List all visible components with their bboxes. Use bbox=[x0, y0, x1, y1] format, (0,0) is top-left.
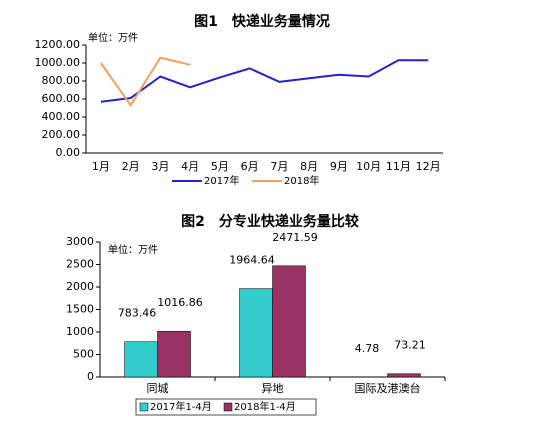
x-tick-label: 6月 bbox=[241, 160, 259, 173]
x-tick-label: 8月 bbox=[300, 160, 318, 173]
legend-swatch bbox=[140, 403, 148, 411]
bar bbox=[273, 266, 306, 377]
y-tick-label: 600.00 bbox=[42, 92, 81, 105]
value-label: 783.46 bbox=[118, 307, 157, 320]
x-tick-label: 同城 bbox=[147, 382, 169, 395]
value-label: 2471.59 bbox=[272, 231, 318, 244]
legend-label: 2017年 bbox=[204, 174, 239, 187]
y-tick-label: 1000.00 bbox=[35, 56, 81, 69]
value-label: 1016.86 bbox=[157, 296, 203, 309]
bar bbox=[388, 374, 421, 377]
x-tick-label: 5月 bbox=[211, 160, 229, 173]
x-tick-label: 12月 bbox=[416, 160, 441, 173]
value-label: 4.78 bbox=[355, 342, 380, 355]
y-tick-label: 400.00 bbox=[42, 110, 81, 123]
y-tick-label: 0.00 bbox=[56, 146, 81, 159]
x-tick-label: 2月 bbox=[122, 160, 140, 173]
x-tick-label: 10月 bbox=[356, 160, 381, 173]
legend-label: 2017年1-4月 bbox=[150, 400, 212, 413]
y-tick-label: 1000 bbox=[66, 325, 94, 338]
x-tick-label: 1月 bbox=[92, 160, 110, 173]
y-tick-label: 500 bbox=[73, 348, 94, 361]
legend-label: 2018年1-4月 bbox=[234, 400, 296, 413]
value-label: 1964.64 bbox=[229, 254, 275, 267]
y-tick-label: 2500 bbox=[66, 258, 94, 271]
y-tick-label: 3000 bbox=[66, 235, 94, 248]
y-tick-label: 0 bbox=[87, 370, 94, 383]
x-tick-label: 11月 bbox=[386, 160, 411, 173]
value-label: 73.21 bbox=[394, 339, 426, 352]
chart-title: 图1 快递业务量情况 bbox=[194, 13, 330, 30]
bar bbox=[240, 289, 273, 377]
x-tick-label: 4月 bbox=[181, 160, 199, 173]
x-tick-label: 9月 bbox=[330, 160, 348, 173]
unit-note: 单位：万件 bbox=[88, 31, 138, 44]
y-tick-label: 2000 bbox=[66, 280, 94, 293]
x-tick-label: 国际及港澳台 bbox=[355, 381, 421, 395]
bar bbox=[125, 342, 158, 377]
chart-title: 图2 分专业快递业务量比较 bbox=[181, 213, 359, 230]
bar bbox=[158, 331, 191, 377]
x-tick-label: 3月 bbox=[151, 160, 169, 173]
legend-label: 2018年 bbox=[284, 174, 319, 187]
y-tick-label: 200.00 bbox=[42, 128, 81, 141]
line-series bbox=[101, 60, 428, 101]
x-tick-label: 7月 bbox=[270, 160, 288, 173]
legend-swatch bbox=[224, 403, 232, 411]
y-tick-label: 1200.00 bbox=[35, 38, 81, 51]
y-tick-label: 1500 bbox=[66, 303, 94, 316]
x-tick-label: 异地 bbox=[262, 382, 284, 395]
y-tick-label: 800.00 bbox=[42, 74, 81, 87]
unit-note: 单位：万件 bbox=[108, 243, 158, 256]
